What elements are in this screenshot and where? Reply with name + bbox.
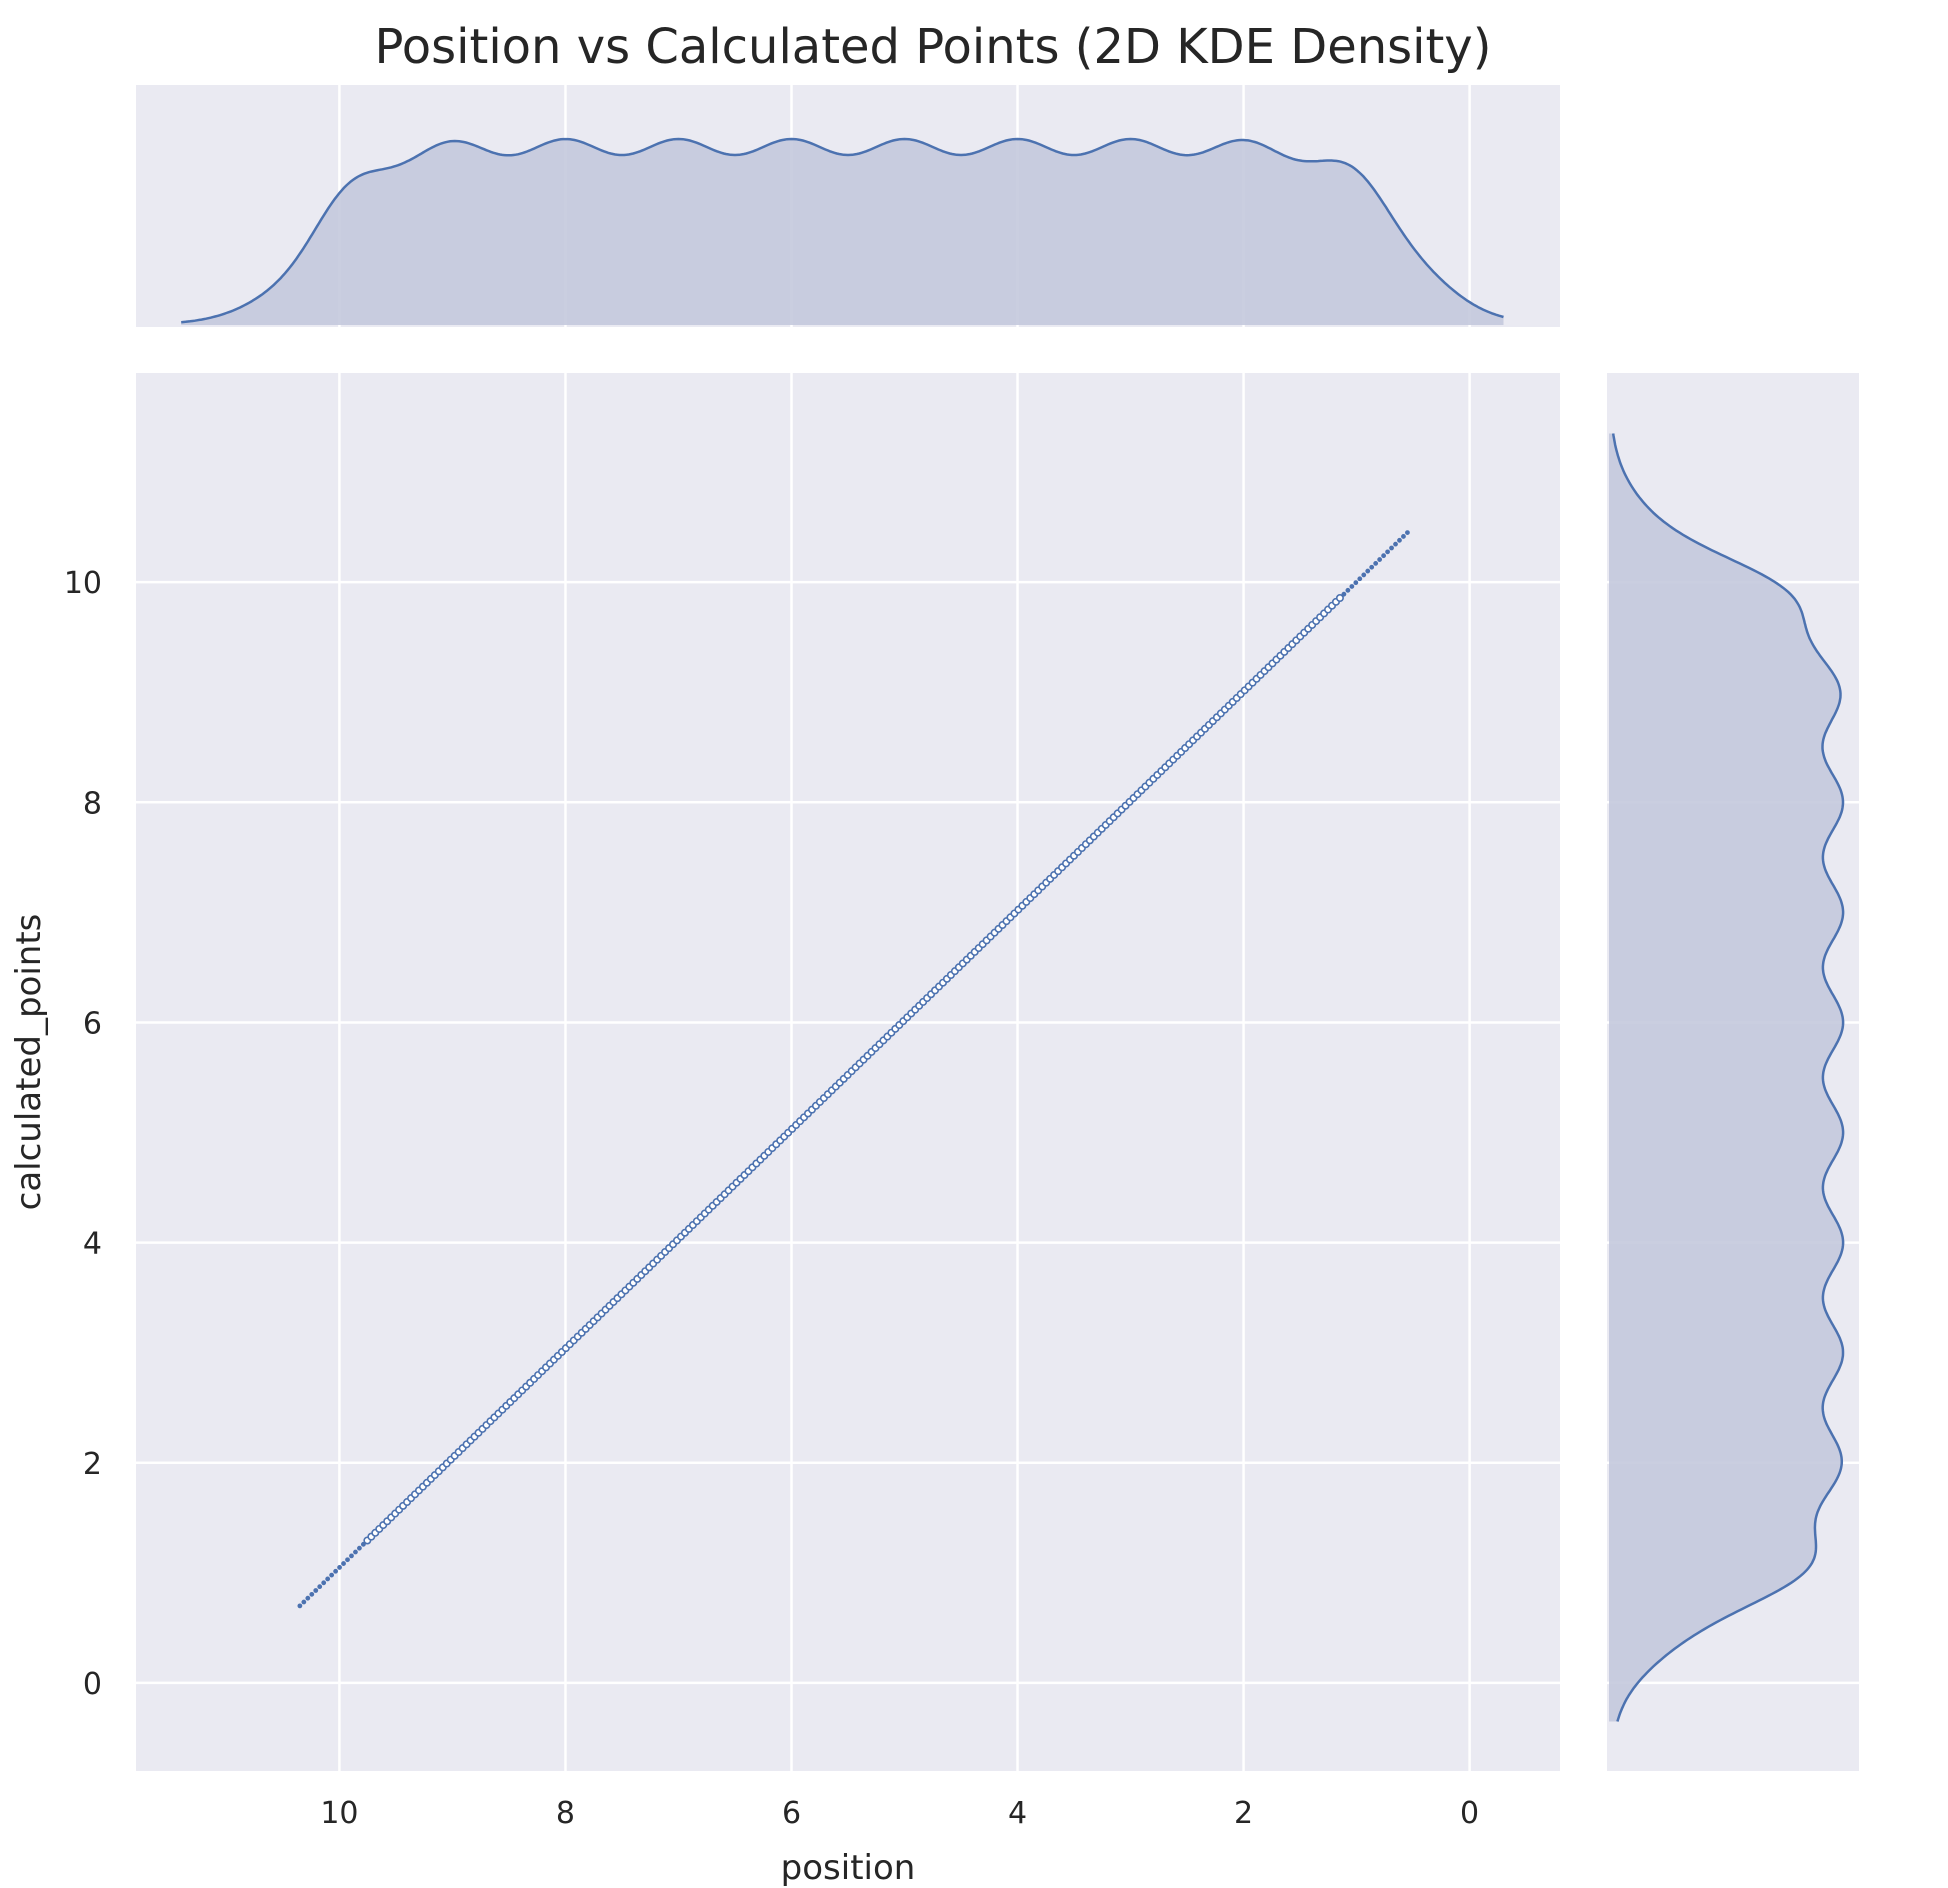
y-tick-label: 0 [83,1667,102,1702]
scatter-point [1341,591,1347,597]
top-marginal-kde [136,85,1560,327]
y-axis-label: calculated_points [9,914,49,1211]
scatter-points [297,530,1410,1609]
y-axis-ticks: 0 2 4 6 8 10 [64,566,102,1702]
scatter-point [1389,545,1394,551]
scatter-point [357,1545,362,1551]
scatter-point [337,1565,342,1570]
x-axis-label: position [781,1848,916,1888]
x-tick-label: 10 [320,1796,358,1831]
chart-title: Position vs Calculated Points (2D KDE De… [375,19,1492,75]
scatter-point [305,1595,311,1601]
x-tick-label: 0 [1460,1796,1479,1831]
scatter-point [301,1599,307,1605]
scatter-point [309,1591,315,1597]
scatter-point [1401,534,1406,539]
scatter-point [345,1557,350,1563]
scatter-point [333,1568,339,1574]
right-kde-line [1611,433,1845,1722]
scatter-point [353,1549,358,1555]
y-tick-label: 6 [83,1006,102,1041]
scatter-point [1377,557,1383,562]
scatter-point [325,1576,331,1582]
top-kde-line [181,137,1504,324]
scatter-point [297,1603,303,1609]
scatter-point [313,1588,319,1593]
scatter-point [317,1584,323,1590]
scatter-point [1381,553,1387,559]
scatter-point [1385,549,1390,555]
y-tick-label: 10 [64,566,102,601]
main-plot-gridlines [136,373,1560,1771]
scatter-point [321,1580,327,1586]
scatter-point [360,1541,366,1547]
x-tick-label: 4 [1008,1796,1027,1831]
y-tick-label: 8 [83,786,102,821]
scatter-point [1393,541,1398,547]
scatter-point [1335,594,1344,603]
top-kde-fill [181,139,1504,325]
scatter-point [1397,537,1402,543]
scatter-point [1345,587,1351,593]
scatter-point [1349,584,1355,589]
main-scatter-plot [136,373,1560,1771]
scatter-point [1405,530,1410,536]
x-tick-label: 6 [782,1796,801,1831]
scatter-point [1369,564,1375,570]
scatter-point [1373,560,1379,566]
scatter-point [349,1553,354,1559]
scatter-point [1365,568,1371,574]
y-tick-label: 4 [83,1227,102,1262]
x-tick-label: 2 [1234,1796,1253,1831]
scatter-point [329,1572,335,1578]
right-marginal-kde [1607,373,1859,1771]
scatter-point [341,1561,346,1566]
right-kde-fill [1609,433,1844,1722]
scatter-point [1353,580,1359,586]
x-tick-label: 8 [556,1796,575,1831]
y-tick-label: 2 [83,1447,102,1482]
scatter-point [1357,576,1363,582]
x-axis-ticks: 10 8 6 4 2 0 [320,1796,1479,1831]
scatter-point [1361,572,1367,578]
